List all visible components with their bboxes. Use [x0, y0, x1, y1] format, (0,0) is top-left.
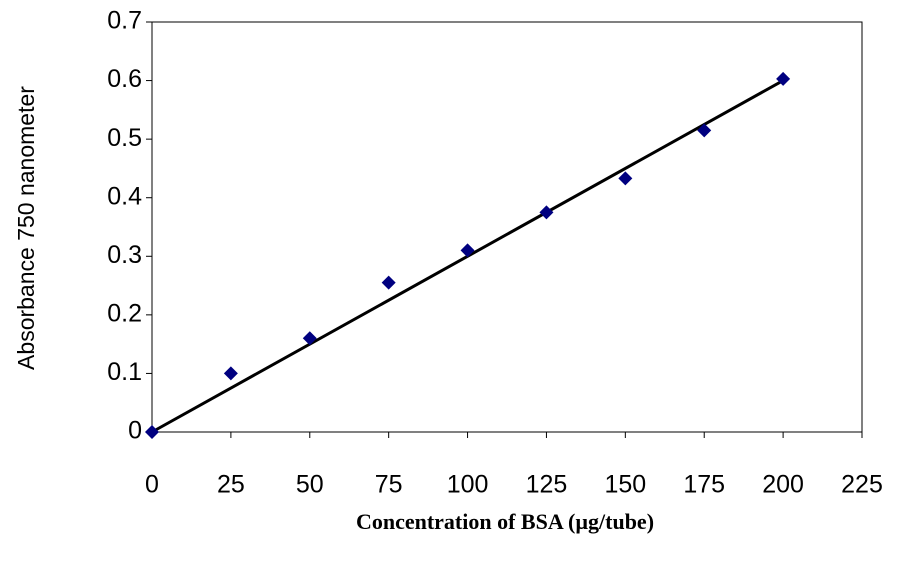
- x-tick-label: 175: [683, 471, 725, 499]
- x-tick-label: 50: [296, 471, 324, 499]
- x-tick-label: 75: [375, 471, 403, 499]
- data-point: [461, 243, 475, 257]
- data-point: [382, 276, 396, 290]
- y-tick-label: 0.2: [107, 299, 142, 327]
- data-point: [618, 171, 632, 185]
- y-tick-label: 0: [128, 417, 142, 445]
- y-tick-label: 0.6: [107, 65, 142, 93]
- y-tick-label: 0.3: [107, 241, 142, 269]
- chart: Concentration of BSA (µg/tube) Absorbanc…: [0, 0, 898, 569]
- data-point: [224, 366, 238, 380]
- plot-frame: [152, 22, 862, 432]
- y-tick-label: 0.1: [107, 358, 142, 386]
- data-point: [697, 123, 711, 137]
- x-tick-label: 225: [841, 471, 883, 499]
- x-axis-title: Concentration of BSA (µg/tube): [356, 509, 654, 534]
- x-tick-label: 150: [604, 471, 646, 499]
- x-tick-label: 25: [217, 471, 245, 499]
- data-point: [303, 331, 317, 345]
- y-tick-label: 0.4: [107, 182, 142, 210]
- x-tick-label: 200: [762, 471, 804, 499]
- y-tick-label: 0.5: [107, 124, 142, 152]
- x-tick-label: 125: [526, 471, 568, 499]
- x-tick-label: 0: [145, 471, 159, 499]
- data-point: [539, 205, 553, 219]
- y-axis-title: Absorbance 750 nanometer: [13, 86, 39, 370]
- data-point: [145, 425, 159, 439]
- y-tick-label: 0.7: [107, 7, 142, 35]
- x-tick-label: 100: [447, 471, 489, 499]
